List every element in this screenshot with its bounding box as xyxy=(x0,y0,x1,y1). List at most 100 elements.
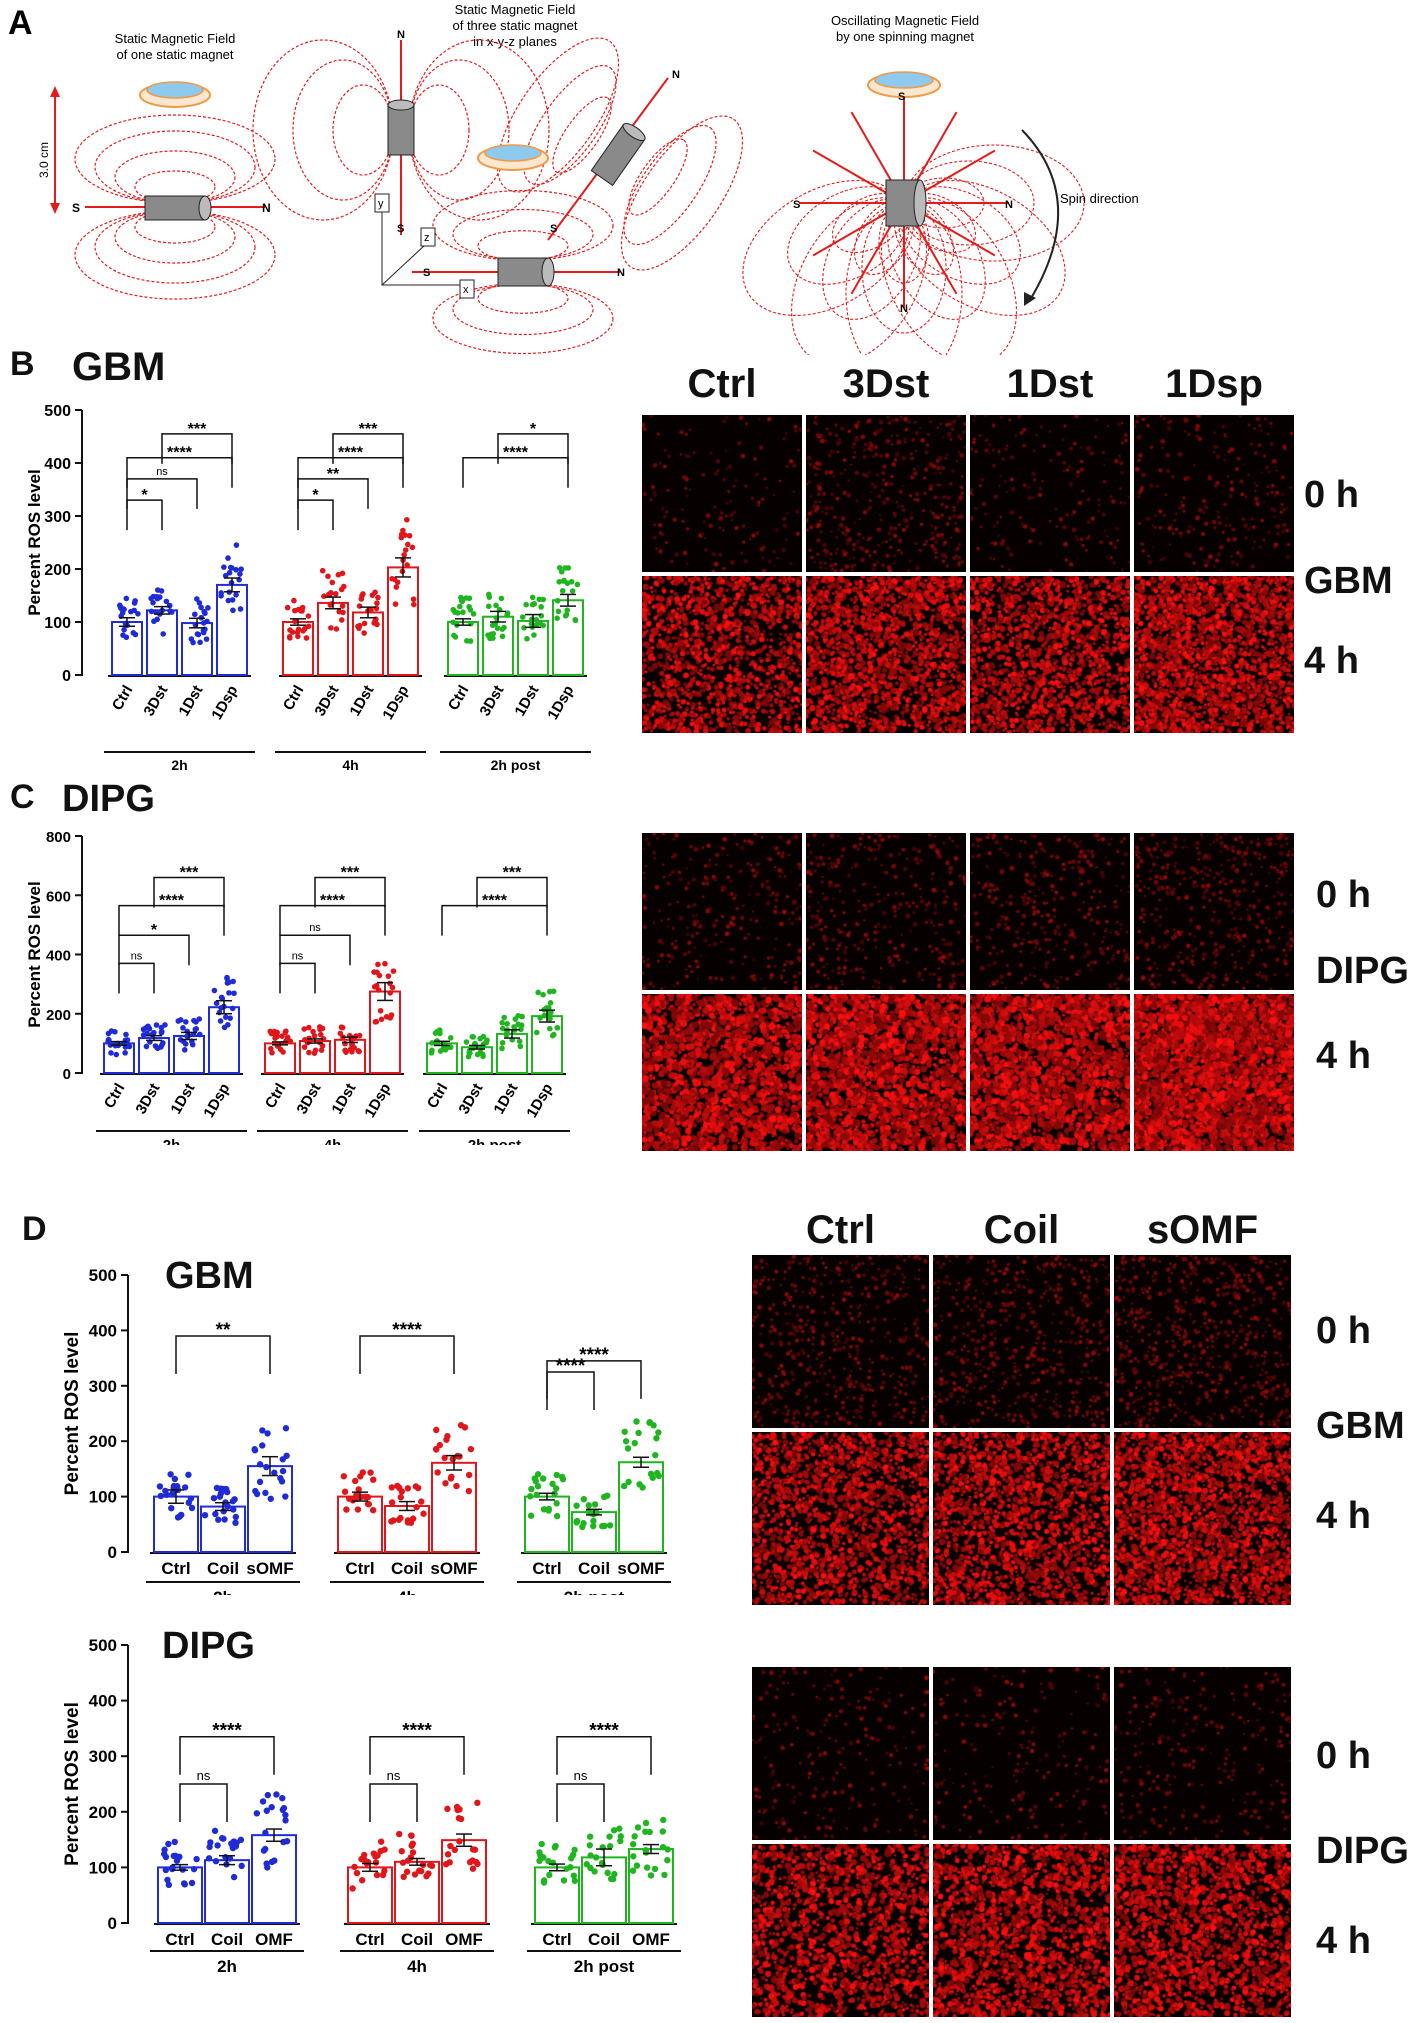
significance-bracket xyxy=(126,499,163,531)
data-point xyxy=(301,1044,308,1050)
data-point xyxy=(318,1047,325,1053)
data-point xyxy=(485,632,491,638)
x-tick-label: 3Dst xyxy=(311,682,342,719)
significance-label: *** xyxy=(341,864,360,881)
data-point xyxy=(402,532,408,538)
data-point xyxy=(375,987,382,993)
data-point xyxy=(408,1832,415,1839)
data-point xyxy=(271,1857,278,1864)
x-tick-label: 3Dst xyxy=(476,682,507,719)
panel-d-dipg-title: DIPG xyxy=(162,1625,255,1667)
group-label: 2h post xyxy=(564,1588,625,1595)
data-point xyxy=(592,1854,600,1861)
data-point xyxy=(342,1040,348,1047)
magnet-y-pole-s: S xyxy=(397,223,404,235)
data-point xyxy=(203,636,210,642)
significance-label: ** xyxy=(216,1320,231,1341)
micrograph-row-label: DIPG xyxy=(1312,950,1413,993)
panel-b-title: GBM xyxy=(72,345,166,389)
data-point xyxy=(646,1419,654,1426)
significance-label: **** xyxy=(402,1721,432,1742)
data-point xyxy=(518,1022,525,1029)
data-point xyxy=(572,616,579,623)
data-point xyxy=(377,1838,385,1845)
data-point xyxy=(359,592,365,599)
data-point xyxy=(635,1429,642,1437)
data-point xyxy=(220,1835,227,1842)
data-point xyxy=(251,1446,258,1453)
data-point xyxy=(132,598,138,604)
data-point xyxy=(490,635,496,641)
x-tick-label: sOMF xyxy=(246,1559,293,1578)
significance-bracket xyxy=(118,904,225,936)
significance-label: **** xyxy=(589,1721,619,1742)
group-label: 4h xyxy=(324,1137,342,1145)
data-point xyxy=(329,579,336,586)
data-point xyxy=(400,527,406,534)
data-point xyxy=(450,606,457,613)
data-point xyxy=(535,989,541,996)
micrograph-0h xyxy=(806,833,966,990)
bar xyxy=(337,1495,383,1554)
data-point xyxy=(120,632,126,638)
significance-bracket xyxy=(179,1783,228,1822)
data-point xyxy=(282,1425,290,1432)
panel-a-letter: A xyxy=(8,4,33,42)
significance-bracket xyxy=(175,1335,271,1374)
data-point xyxy=(201,608,207,615)
bar xyxy=(157,1866,203,1924)
significance-bracket xyxy=(441,904,548,936)
data-point xyxy=(355,623,361,630)
significance-label: ns xyxy=(387,1768,401,1783)
data-point xyxy=(545,1507,552,1514)
y-tick-label: 500 xyxy=(89,1266,117,1285)
data-point xyxy=(373,1871,381,1879)
data-point xyxy=(171,1838,178,1846)
data-point xyxy=(655,1429,662,1436)
data-point xyxy=(163,598,170,605)
data-point xyxy=(610,1827,618,1834)
micrograph-row-label: 0 h xyxy=(1300,474,1363,517)
data-point xyxy=(201,1511,209,1519)
data-point xyxy=(625,1478,632,1486)
x-tick-label: 3Dst xyxy=(132,1080,163,1117)
micrograph-0h xyxy=(1114,1255,1291,1428)
data-point xyxy=(449,1455,456,1463)
data-point xyxy=(537,620,543,626)
data-point xyxy=(362,1493,369,1501)
x-tick-label: Ctrl xyxy=(280,683,308,714)
data-point xyxy=(375,594,381,601)
diagram2-title-line2: of three static magnet xyxy=(452,18,577,33)
data-point xyxy=(174,1514,182,1521)
data-point xyxy=(264,1864,271,1871)
data-point xyxy=(221,1024,228,1031)
data-point xyxy=(416,1867,423,1874)
significance-label: **** xyxy=(392,1320,422,1341)
data-point xyxy=(536,1849,543,1856)
data-point xyxy=(448,1473,455,1480)
micrograph-row-label: 4 h xyxy=(1312,1035,1375,1078)
data-point xyxy=(601,1522,608,1530)
data-point xyxy=(397,1514,404,1522)
data-point xyxy=(634,1824,642,1831)
data-point xyxy=(456,1453,463,1460)
y-tick-label: 100 xyxy=(89,1858,117,1877)
data-point xyxy=(583,1861,590,1868)
data-point xyxy=(653,1469,661,1477)
data-point xyxy=(469,1846,477,1853)
data-point xyxy=(328,590,334,596)
data-point xyxy=(404,1485,412,1492)
data-point xyxy=(148,608,155,615)
bar xyxy=(181,622,213,676)
data-point xyxy=(606,1522,614,1529)
data-point xyxy=(539,1475,547,1482)
group-label: 4h xyxy=(342,757,358,773)
y-tick-label: 0 xyxy=(62,668,71,685)
data-point xyxy=(361,620,368,627)
data-point xyxy=(369,1506,377,1514)
data-point xyxy=(636,1481,643,1488)
data-point xyxy=(434,1469,441,1476)
significance-bracket xyxy=(359,1335,455,1374)
spinning-magnet-diagram: Oscillating Magnetic Field by one spinni… xyxy=(742,13,1139,355)
